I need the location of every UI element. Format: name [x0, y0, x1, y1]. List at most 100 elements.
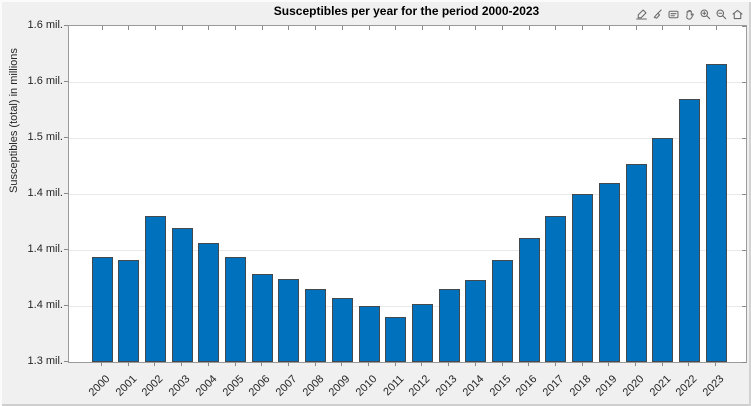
x-tick-mark: [608, 362, 610, 366]
x-tick-mark-top: [235, 26, 236, 30]
x-tick-label-text: 2016: [513, 373, 540, 399]
gridline: [69, 138, 746, 139]
x-tick-label-text: 2017: [540, 373, 567, 399]
x-tick-mark: [127, 362, 129, 366]
y-tick-mark-right: [742, 362, 746, 363]
x-tick-label-text: 2012: [407, 373, 433, 399]
x-tick-mark-top: [395, 26, 397, 30]
x-tick-mark: [448, 362, 450, 366]
bar-2009[interactable]: [331, 298, 353, 362]
x-tick-mark: [154, 362, 156, 366]
x-tick-mark: [661, 362, 663, 366]
x-tick-mark-top: [181, 26, 183, 30]
brush-icon[interactable]: [650, 7, 664, 21]
x-tick-mark: [341, 362, 343, 366]
chart-title: Susceptibles per year for the period 200…: [273, 4, 540, 18]
x-tick-mark: [234, 362, 236, 366]
x-tick-mark: [715, 362, 717, 366]
x-tick-mark-top: [715, 26, 717, 30]
bar-2012[interactable]: [411, 303, 433, 362]
bar-2019[interactable]: [598, 182, 620, 362]
y-tick-mark: [64, 137, 68, 138]
x-tick-label-text: 2023: [700, 373, 727, 399]
x-tick-mark-top: [475, 26, 477, 30]
y-tick-mark-right: [742, 82, 746, 83]
data-tips-icon[interactable]: [666, 7, 680, 21]
bar-2014[interactable]: [465, 280, 487, 362]
bar-2017[interactable]: [545, 216, 567, 362]
y-tick-mark-right: [742, 26, 746, 27]
y-tick-mark: [64, 81, 68, 82]
x-tick-mark-top: [582, 26, 584, 30]
x-tick-mark-top: [128, 26, 130, 30]
x-tick-label-text: 2004: [193, 373, 220, 399]
gridline: [69, 194, 746, 195]
x-tick-mark-top: [608, 26, 610, 30]
x-tick-label-text: 2003: [166, 373, 193, 399]
x-tick-label-text: 2014: [460, 373, 487, 399]
x-tick-label-text: 2021: [647, 373, 674, 399]
bar-2001[interactable]: [118, 260, 140, 362]
bar-2015[interactable]: [492, 260, 513, 362]
x-tick-mark: [181, 362, 183, 366]
y-tick-label: 1.4 mil.: [27, 187, 63, 199]
bar-2016[interactable]: [518, 237, 540, 362]
bar-2006[interactable]: [251, 273, 273, 362]
x-tick-mark-top: [688, 26, 690, 30]
y-tick-mark: [64, 305, 68, 306]
bar-2011[interactable]: [385, 317, 407, 362]
x-tick-mark: [261, 362, 263, 366]
bar-2008[interactable]: [305, 289, 327, 362]
bar-2000[interactable]: [91, 256, 113, 362]
x-tick-label-text: 2008: [300, 373, 327, 399]
bar-2005[interactable]: [225, 256, 246, 362]
x-tick-mark-top: [368, 26, 370, 30]
y-tick-label: 1.6 mil.: [27, 19, 63, 31]
x-tick-mark-top: [421, 26, 423, 30]
bar-2002[interactable]: [144, 216, 166, 362]
x-tick-mark-top: [662, 26, 664, 30]
y-tick-mark: [64, 249, 68, 250]
bar-2004[interactable]: [198, 243, 220, 362]
x-tick-mark-top: [101, 26, 103, 30]
x-tick-mark-top: [555, 26, 557, 30]
bar-2003[interactable]: [171, 227, 193, 362]
x-tick-mark: [314, 362, 316, 366]
bar-2010[interactable]: [358, 306, 380, 362]
restore-view-icon[interactable]: [730, 7, 744, 21]
y-tick-mark-right: [742, 138, 746, 139]
x-tick-label-text: 2002: [140, 373, 166, 399]
x-tick-mark-top: [154, 26, 156, 30]
bar-2013[interactable]: [438, 289, 460, 362]
x-tick-label-text: 2011: [380, 373, 407, 399]
x-tick-mark-top: [315, 26, 317, 30]
x-tick-label-text: 2020: [620, 373, 647, 399]
plot-area[interactable]: [68, 25, 747, 363]
bar-2022[interactable]: [678, 98, 700, 362]
bar-2021[interactable]: [652, 138, 674, 362]
x-tick-mark: [528, 362, 530, 366]
bar-2020[interactable]: [625, 163, 647, 362]
pan-icon[interactable]: [682, 7, 696, 21]
bar-2018[interactable]: [572, 194, 594, 362]
export-icon[interactable]: [634, 7, 648, 21]
x-tick-mark: [688, 362, 690, 366]
x-tick-mark: [474, 362, 476, 366]
gridline: [69, 82, 746, 83]
x-tick-mark: [501, 362, 503, 366]
zoom-in-icon[interactable]: [698, 7, 712, 21]
x-tick-mark-top: [208, 26, 210, 30]
x-tick-label-text: 2000: [86, 373, 113, 399]
x-tick-mark: [394, 362, 396, 366]
bar-2023[interactable]: [705, 64, 727, 362]
x-tick-label-text: 2015: [487, 373, 513, 399]
y-tick-mark-right: [742, 194, 746, 195]
zoom-out-icon[interactable]: [714, 7, 728, 21]
x-tick-mark: [207, 362, 209, 366]
x-tick-mark: [581, 362, 583, 366]
x-tick-label-text: 2007: [273, 373, 300, 399]
bar-2007[interactable]: [278, 279, 300, 362]
x-tick-mark-top: [341, 26, 343, 30]
x-tick-label-text: 2022: [674, 373, 700, 399]
